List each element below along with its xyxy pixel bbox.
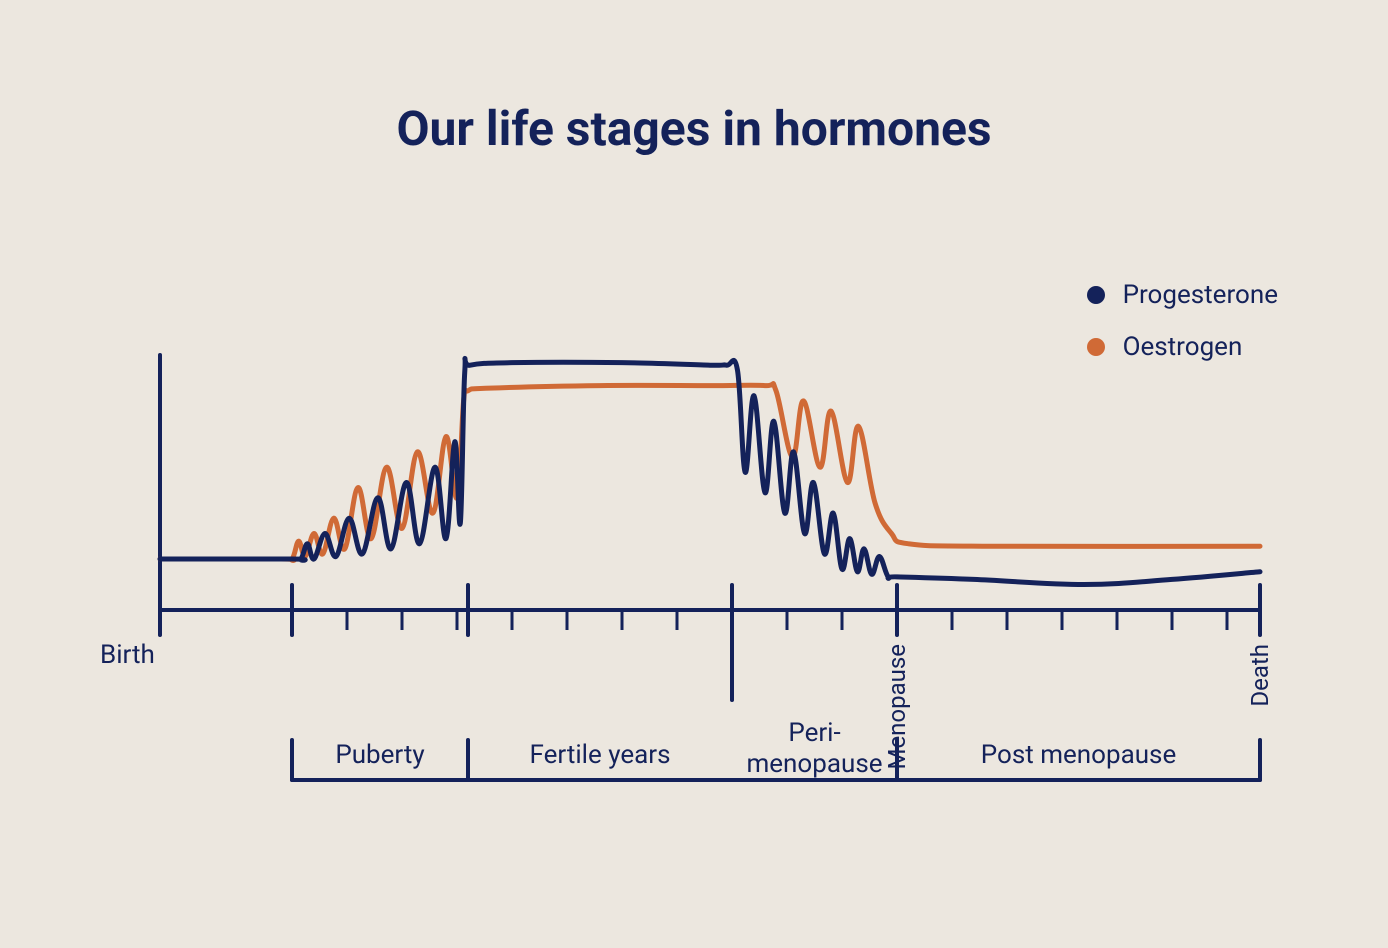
stage-label: Post menopause [969,740,1189,771]
legend-item-progesterone: Progesterone [1087,280,1278,310]
axis-label-death: Death [1246,644,1274,707]
chart: BirthMenopauseDeathPubertyFertile yearsP… [160,310,1260,840]
stage-label: Fertile years [490,740,710,771]
legend-label-progesterone: Progesterone [1123,280,1278,310]
axis-label-birth: Birth [100,640,155,670]
stage-label: Puberty [270,740,490,771]
legend-dot-progesterone [1087,286,1105,304]
stage-label: Peri-menopause [705,718,925,780]
chart-title: Our life stages in hormones [0,100,1388,157]
